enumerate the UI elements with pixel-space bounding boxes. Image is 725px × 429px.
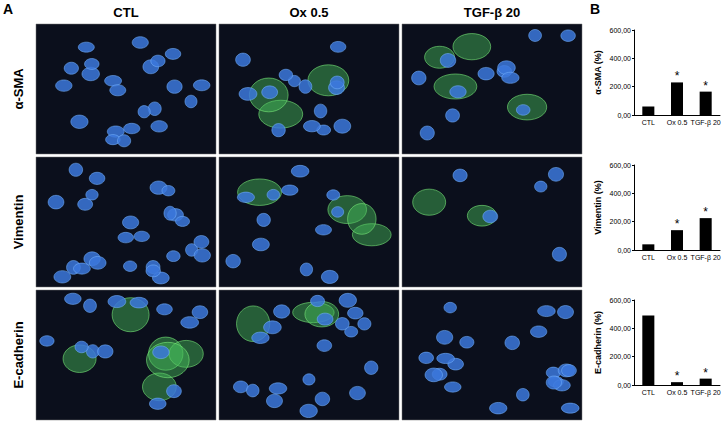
svg-text:CTL: CTL — [642, 119, 655, 126]
svg-text:*: * — [675, 69, 680, 83]
svg-text:0,00: 0,00 — [617, 112, 631, 119]
svg-text:B: B — [590, 1, 600, 17]
svg-text:400,00: 400,00 — [610, 325, 632, 332]
svg-text:Ox 0.5: Ox 0.5 — [667, 119, 688, 126]
svg-text:α-SMA (%): α-SMA (%) — [593, 50, 603, 95]
svg-text:A: A — [3, 1, 13, 17]
svg-text:400,00: 400,00 — [610, 190, 632, 197]
svg-text:α-SMA: α-SMA — [11, 68, 26, 110]
svg-text:TGF-β 20: TGF-β 20 — [691, 254, 721, 262]
svg-text:200,00: 200,00 — [610, 353, 632, 360]
svg-text:TGF-β 20: TGF-β 20 — [691, 389, 721, 397]
svg-text:*: * — [703, 205, 708, 219]
svg-text:*: * — [675, 217, 680, 231]
svg-text:Ox 0.5: Ox 0.5 — [667, 389, 688, 396]
svg-text:Vimentin (%): Vimentin (%) — [593, 180, 603, 234]
svg-text:*: * — [675, 369, 680, 383]
svg-text:Ox 0.5: Ox 0.5 — [289, 5, 328, 20]
svg-text:*: * — [703, 79, 708, 93]
svg-text:E-cadherin: E-cadherin — [11, 321, 26, 388]
svg-text:0,00: 0,00 — [617, 247, 631, 254]
svg-text:Vimentin: Vimentin — [11, 195, 26, 250]
svg-text:600,00: 600,00 — [610, 162, 632, 169]
svg-text:200,00: 200,00 — [610, 83, 632, 90]
svg-text:0,00: 0,00 — [617, 382, 631, 389]
svg-text:*: * — [703, 366, 708, 380]
svg-text:400,00: 400,00 — [610, 55, 632, 62]
svg-text:200,00: 200,00 — [610, 218, 632, 225]
svg-text:TGF-β 20: TGF-β 20 — [691, 119, 721, 127]
svg-text:CTL: CTL — [642, 389, 655, 396]
svg-text:TGF-β 20: TGF-β 20 — [464, 5, 520, 20]
svg-text:E-cadherin (%): E-cadherin (%) — [593, 311, 603, 374]
svg-text:600,00: 600,00 — [610, 297, 632, 304]
svg-text:Ox 0.5: Ox 0.5 — [667, 254, 688, 261]
svg-text:CTL: CTL — [642, 254, 655, 261]
svg-text:CTL: CTL — [113, 5, 138, 20]
svg-text:600,00: 600,00 — [610, 27, 632, 34]
